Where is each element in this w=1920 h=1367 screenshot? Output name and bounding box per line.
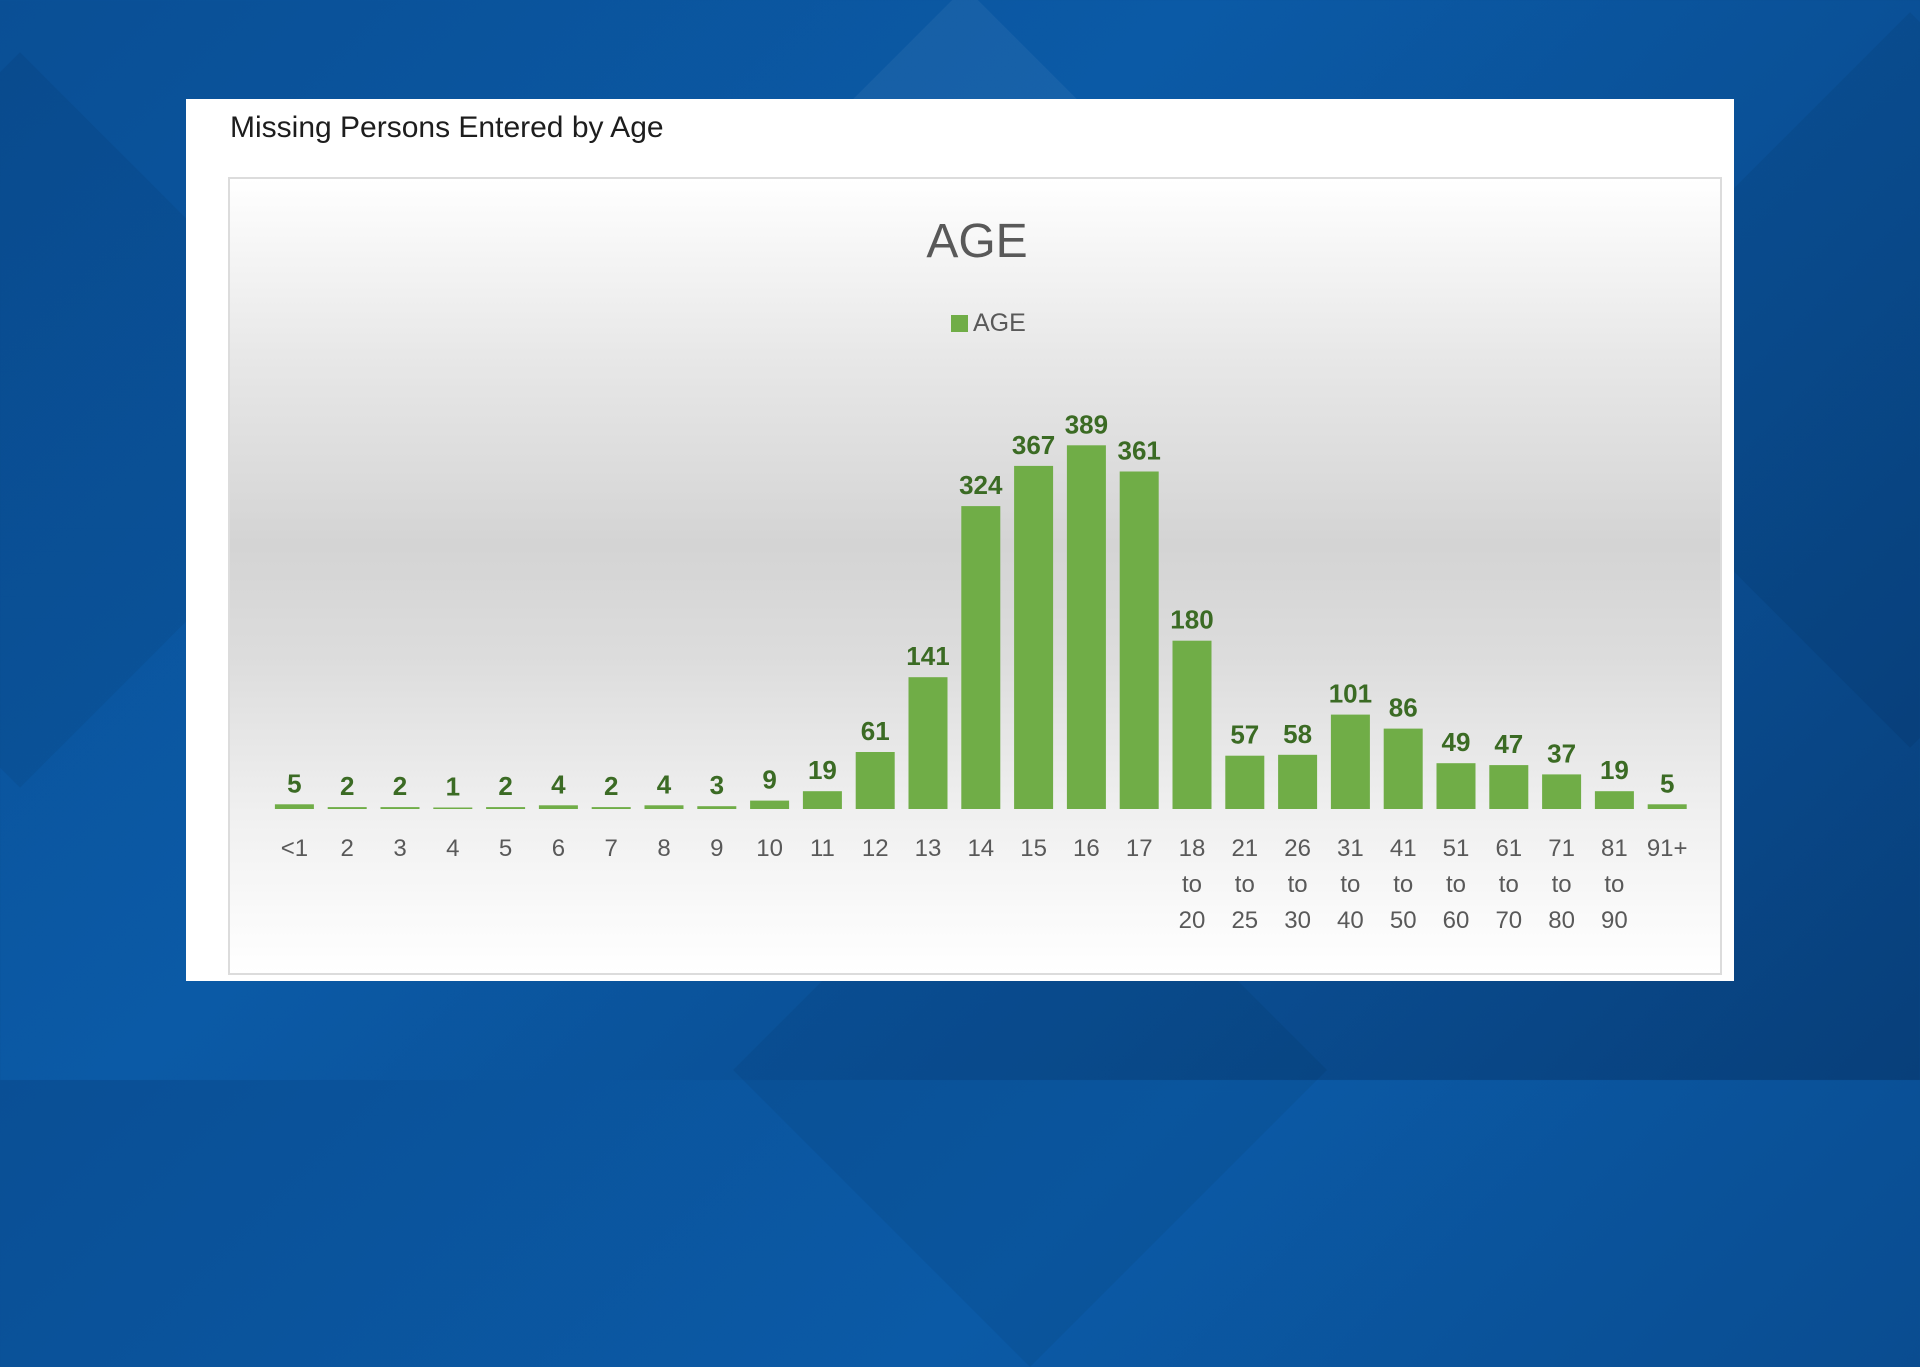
bar xyxy=(1066,445,1106,809)
x-tick-label: 4 xyxy=(446,835,459,862)
bar xyxy=(855,752,895,809)
bar xyxy=(961,506,1001,809)
bar xyxy=(1172,640,1212,809)
bar-value-label: 1 xyxy=(446,772,460,802)
bar-value-label: 324 xyxy=(959,470,1003,500)
bar xyxy=(908,677,948,809)
bar-value-label: 5 xyxy=(287,768,301,798)
x-tick-label: 81 to 90 xyxy=(1601,835,1628,934)
bar-value-label: 58 xyxy=(1283,719,1312,749)
bar xyxy=(1119,471,1159,809)
x-tick-label: 15 xyxy=(1020,835,1047,862)
x-tick-label: 31 to 40 xyxy=(1337,835,1364,934)
x-tick-label: 51 to 60 xyxy=(1443,835,1470,934)
bar xyxy=(274,804,314,809)
value-labels: 5 2 2 1 2 4 2 4 3 9 19 61 141 324 367 389 361 180 57 58 101 8… xyxy=(287,409,1674,801)
bar-value-label: 9 xyxy=(762,765,776,795)
bar xyxy=(327,807,367,809)
bar xyxy=(1278,754,1318,809)
x-tick-label: 11 xyxy=(810,835,835,862)
x-tick-label: 9 xyxy=(710,835,723,862)
bar-value-label: 2 xyxy=(340,771,354,801)
bar xyxy=(433,807,473,809)
bar-value-label: 361 xyxy=(1118,436,1161,466)
bar xyxy=(750,800,790,809)
bar-value-label: 367 xyxy=(1012,430,1055,460)
bar-value-label: 86 xyxy=(1389,693,1418,723)
x-tick-label: 61 to 70 xyxy=(1495,835,1522,934)
bar-value-label: 37 xyxy=(1547,738,1576,768)
x-tick-label: 6 xyxy=(552,835,565,862)
x-tick-label: 13 xyxy=(915,835,942,862)
x-tick-label: 8 xyxy=(657,835,670,862)
age-bar-chart: AGE AGE 5 2 2 1 2 4 2 4 3 9 1961141324367389361180… xyxy=(274,215,1688,934)
x-tick-label: 18 to 20 xyxy=(1179,835,1206,934)
chart-card: Missing Persons Entered by Age AGE AGE 5… xyxy=(186,99,1734,981)
x-tick-label: 2 xyxy=(341,835,354,862)
bar xyxy=(1489,765,1529,809)
bar-value-label: 2 xyxy=(604,771,618,801)
bar-value-label: 180 xyxy=(1170,605,1213,635)
bar xyxy=(1014,465,1054,809)
chart-frame: AGE AGE 5 2 2 1 2 4 2 4 3 9 19 61 141 324 367 389 361 180… xyxy=(228,177,1722,975)
bar xyxy=(1594,791,1634,809)
x-tick-label: 5 xyxy=(499,835,512,862)
bar-value-label: 2 xyxy=(498,771,512,801)
bar-value-label: 141 xyxy=(906,641,949,671)
x-tick-label: 26 to 30 xyxy=(1284,835,1311,934)
bar xyxy=(1647,804,1687,809)
bar-value-label: 19 xyxy=(808,755,837,785)
bar-value-label: 57 xyxy=(1230,720,1259,750)
x-tick-label: 10 xyxy=(756,835,783,862)
bar-value-label: 101 xyxy=(1329,679,1372,709)
legend-label: AGE xyxy=(973,309,1026,337)
bar-value-label: 61 xyxy=(861,716,890,746)
x-axis-tick-labels: <1 2 3 4 5 6 7 8 9 10 11 12 13 14 15 16 17 18 to 20 21 to 25 26… xyxy=(281,835,1688,934)
bar xyxy=(802,791,842,809)
bar-value-label: 4 xyxy=(551,769,566,799)
bar-value-label: 49 xyxy=(1442,727,1471,757)
x-tick-label: 7 xyxy=(605,835,618,862)
x-tick-label: 71 to 80 xyxy=(1548,835,1575,934)
x-tick-label: 3 xyxy=(393,835,406,862)
bar xyxy=(644,805,684,809)
bar xyxy=(380,807,420,809)
bar-value-label: 19 xyxy=(1600,755,1629,785)
bar-value-label: 5 xyxy=(1660,768,1674,798)
x-tick-label: <1 xyxy=(281,835,308,862)
x-tick-label: 16 xyxy=(1073,835,1100,862)
bar xyxy=(486,807,526,809)
bar-value-label: 389 xyxy=(1065,409,1108,439)
x-tick-label: 17 xyxy=(1126,835,1153,862)
legend-swatch xyxy=(951,315,968,332)
bar xyxy=(538,805,578,809)
bar-value-label: 3 xyxy=(710,770,724,800)
bar xyxy=(1330,714,1370,809)
x-tick-label: 12 xyxy=(862,835,889,862)
x-tick-label: 91+ xyxy=(1647,835,1688,862)
bar xyxy=(1436,763,1476,809)
card-title: Missing Persons Entered by Age xyxy=(230,111,664,144)
bar xyxy=(1225,755,1265,809)
bar xyxy=(1542,774,1582,809)
bar xyxy=(1383,728,1423,809)
bar-value-label: 2 xyxy=(393,771,407,801)
x-tick-label: 21 to 25 xyxy=(1231,835,1258,934)
bar xyxy=(591,807,631,809)
chart-legend: AGE xyxy=(951,309,1026,337)
bar-value-label: 4 xyxy=(657,769,672,799)
bar xyxy=(697,806,737,809)
x-tick-label: 41 to 50 xyxy=(1390,835,1417,934)
x-tick-label: 14 xyxy=(967,835,994,862)
chart-title: AGE xyxy=(926,215,1027,268)
bars xyxy=(274,445,1687,809)
bar-value-label: 47 xyxy=(1494,729,1523,759)
